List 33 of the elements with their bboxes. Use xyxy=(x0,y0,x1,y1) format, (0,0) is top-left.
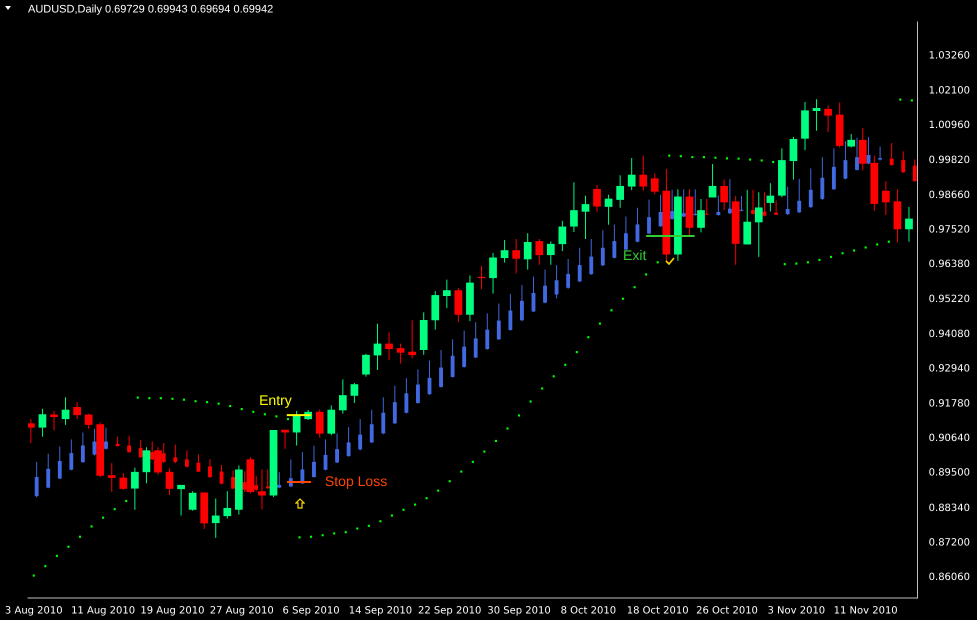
y-tick-label: 0.88340 xyxy=(928,502,970,514)
y-tick-label: 0.86060 xyxy=(928,572,970,583)
y-tick-label: 0.92940 xyxy=(928,363,970,374)
y-tick-label: 0.91780 xyxy=(928,398,970,410)
x-tick-label: 11 Aug 2010 xyxy=(71,606,136,617)
x-tick-label: 14 Sep 2010 xyxy=(348,606,412,617)
y-tick-label: 0.90640 xyxy=(928,433,970,444)
x-tick-label: 3 Nov 2010 xyxy=(767,606,826,617)
x-tick-label: 18 Oct 2010 xyxy=(626,606,689,617)
y-tick-label: 0.89500 xyxy=(928,468,970,479)
x-tick-label: 11 Nov 2010 xyxy=(834,606,898,617)
x-tick-label: 27 Aug 2010 xyxy=(210,606,274,617)
y-tick-label: 1.03260 xyxy=(928,50,970,62)
y-tick-label: 0.95220 xyxy=(928,294,970,306)
x-tick-label: 3 Aug 2010 xyxy=(4,606,63,617)
x-tick-label: 8 Oct 2010 xyxy=(560,606,616,617)
y-tick-label: 0.96380 xyxy=(928,259,970,270)
chart-title: AUDUSD,Daily 0.69729 0.69943 0.69694 0.69942 xyxy=(28,4,274,16)
y-tick-label: 1.00960 xyxy=(928,120,970,132)
y-tick-label: 0.94080 xyxy=(928,328,970,340)
y-tick-label: 0.99820 xyxy=(928,154,970,166)
x-tick-label: 22 Sep 2010 xyxy=(418,606,482,617)
y-tick-label: 0.87200 xyxy=(928,537,970,548)
x-tick-label: 26 Oct 2010 xyxy=(696,606,758,617)
annotation: Exit xyxy=(623,246,646,263)
x-tick-label: 19 Aug 2010 xyxy=(140,606,204,617)
annotation: Stop Loss xyxy=(324,472,388,489)
y-tick-label: 1.02100 xyxy=(928,86,970,97)
x-tick-label: 30 Sep 2010 xyxy=(487,606,551,617)
y-tick-label: 0.98660 xyxy=(928,190,970,201)
annotation: Entry xyxy=(259,392,292,408)
y-tick-label: 0.97520 xyxy=(928,224,970,236)
x-tick-label: 6 Sep 2010 xyxy=(282,606,340,617)
